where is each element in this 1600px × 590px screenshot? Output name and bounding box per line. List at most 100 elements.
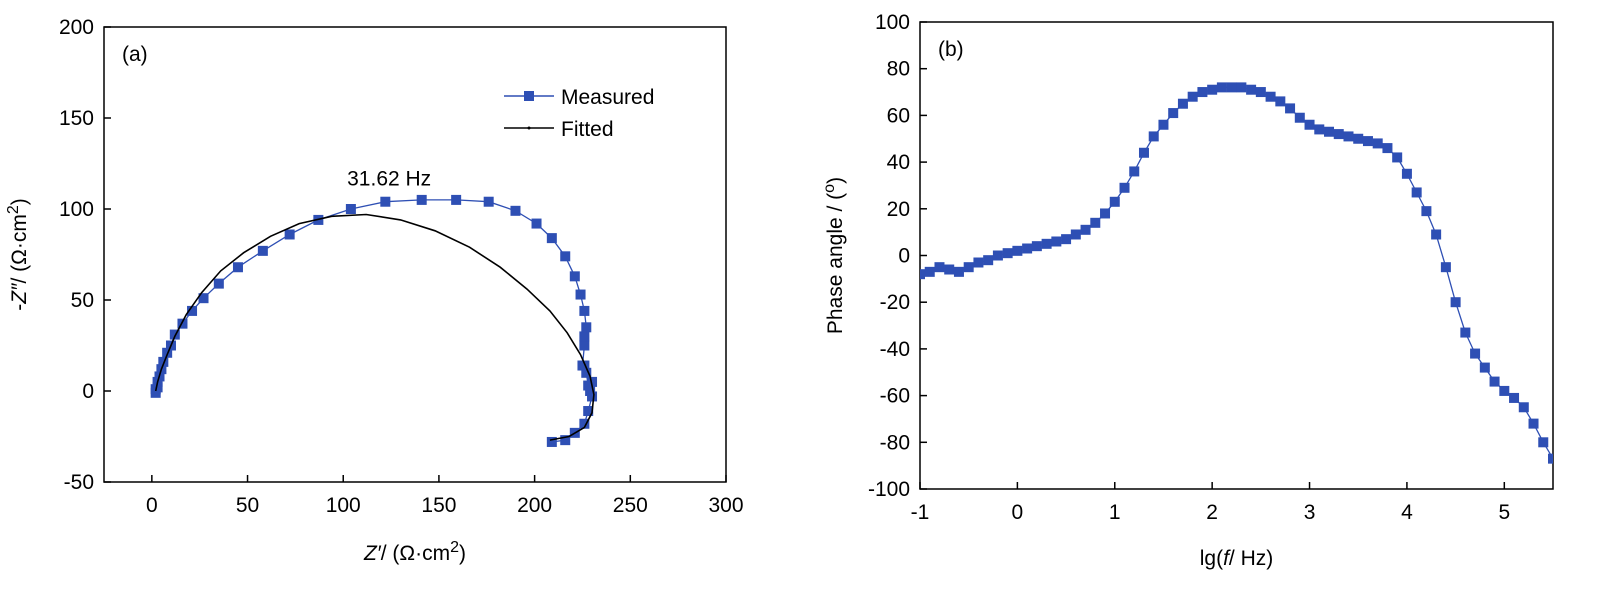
panel-label: (b) — [938, 38, 964, 61]
series-measured — [920, 82, 1553, 464]
data-point — [380, 196, 391, 207]
data-point — [1080, 224, 1091, 235]
y-tick-label: 0 — [82, 380, 94, 403]
legend-label-measured: Measured — [561, 86, 654, 109]
axis-label-symbol: Z″ — [8, 282, 31, 305]
data-point — [1285, 103, 1296, 114]
axis-label-symbol: f — [1223, 547, 1231, 570]
axis-label-unit: / (Ω·cm — [381, 542, 450, 565]
x-tick-label: 2 — [1206, 501, 1218, 524]
data-point — [1333, 129, 1344, 140]
data-point — [579, 305, 590, 316]
data-point — [1489, 376, 1500, 387]
data-point — [1061, 234, 1072, 245]
data-point — [1246, 84, 1257, 95]
axis-label-superscript: o — [821, 184, 838, 193]
series-fitted — [154, 213, 595, 441]
data-point — [583, 380, 594, 391]
data-point — [1421, 206, 1432, 217]
y-tick-label: 40 — [887, 151, 910, 174]
axis-label-symbol: Z′ — [363, 542, 382, 565]
data-point — [1158, 119, 1169, 130]
x-tick-label: 0 — [1012, 501, 1024, 524]
data-point — [1353, 133, 1364, 144]
data-point — [1138, 147, 1149, 158]
data-point — [1411, 187, 1422, 198]
axis-label-part: ) — [824, 177, 847, 184]
data-point — [1187, 91, 1198, 102]
data-point — [1518, 402, 1529, 413]
axis-label-part: ) — [459, 542, 466, 565]
data-point — [944, 264, 955, 275]
axis-label-superscript: 2 — [450, 539, 459, 556]
y-tick-label: 60 — [887, 104, 910, 127]
data-point — [232, 262, 243, 273]
x-tick-label: 1 — [1109, 501, 1121, 524]
data-point — [1070, 229, 1081, 240]
legend: Measured Fitted — [504, 86, 654, 141]
data-point — [1197, 87, 1208, 98]
data-point — [992, 250, 1003, 261]
chart-panel-b: -1 0 1 2 3 4 5 -100 -80 -60 -40 -20 0 20 40 60 80 100 (b) l… — [821, 11, 1554, 570]
data-point — [560, 435, 571, 446]
data-point — [1294, 112, 1305, 123]
data-point — [257, 245, 268, 256]
panel-label: (a) — [122, 43, 148, 66]
y-tick-label: 150 — [59, 107, 94, 130]
data-point — [1216, 82, 1227, 93]
data-point — [1401, 168, 1412, 179]
data-point — [510, 205, 521, 216]
legend-marker-measured — [524, 91, 534, 101]
x-tick-label: 4 — [1401, 501, 1413, 524]
y-tick-label: 50 — [71, 289, 94, 312]
data-point — [1499, 385, 1510, 396]
data-point — [983, 255, 994, 266]
data-point — [1051, 236, 1062, 247]
data-point — [1372, 138, 1383, 149]
data-point — [585, 386, 596, 396]
x-tick-label: 100 — [326, 494, 361, 517]
y-tick-label: -50 — [64, 471, 94, 494]
data-point — [1177, 98, 1188, 109]
data-point — [1304, 119, 1315, 130]
data-point — [924, 266, 935, 277]
data-point — [973, 257, 984, 268]
data-point — [1226, 82, 1237, 93]
y-tick-label: -80 — [880, 431, 910, 454]
series-measured — [150, 194, 598, 447]
data-point — [1431, 229, 1442, 240]
data-point — [1343, 131, 1354, 142]
data-point — [1148, 131, 1159, 142]
data-point — [581, 322, 592, 333]
data-point — [1440, 262, 1451, 273]
data-point — [1470, 348, 1481, 359]
legend-marker-fitted — [527, 126, 531, 130]
data-point — [560, 251, 571, 262]
chart-panel-a: 0 50 100 150 200 250 300-50050100150200(a)Z′/ … — [5, 16, 744, 565]
series-line — [920, 86, 1553, 459]
y-tick-label: -100 — [868, 478, 910, 501]
data-point — [581, 367, 592, 378]
axis-label-part: Phase angle / ( — [824, 193, 847, 334]
y-tick-label: -60 — [880, 385, 910, 408]
x-axis-label: lg(f/ Hz) — [1200, 547, 1274, 570]
y-axis-label: Phase angle / (o) — [821, 177, 848, 334]
y-tick-label: 20 — [887, 198, 910, 221]
y-tick-label: 200 — [59, 16, 94, 39]
data-point — [1324, 126, 1335, 137]
data-point — [1207, 84, 1218, 95]
data-point — [575, 289, 586, 300]
data-point — [579, 340, 590, 351]
data-point — [587, 391, 598, 402]
data-point — [1100, 208, 1111, 219]
frequency-annotation: 31.62 Hz — [347, 167, 431, 190]
data-point — [169, 329, 180, 340]
data-point — [1090, 217, 1101, 228]
data-point — [546, 233, 557, 244]
x-tick-label: 3 — [1304, 501, 1316, 524]
y-tick-label: 100 — [59, 198, 94, 221]
data-point — [1548, 453, 1553, 464]
x-tick-label: 200 — [517, 494, 552, 517]
data-point — [953, 266, 964, 277]
